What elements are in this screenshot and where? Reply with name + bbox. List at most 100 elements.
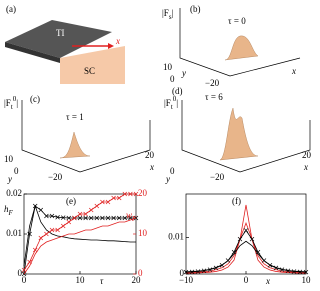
z-label: |Ft0| [164,95,178,111]
y-label: y [165,174,170,184]
marker [128,191,133,197]
marker [303,269,309,275]
axis-label-sub: F [131,215,137,223]
axis-label: wF [126,210,137,223]
marker [237,236,243,242]
ti-region [5,20,112,58]
tick-label: 20 [145,150,155,160]
panel-label: (d) [172,86,183,96]
sc-label: SC [84,66,95,76]
marker [249,236,255,242]
panel-label: (e) [66,196,76,206]
slab-edge [5,42,60,63]
y-label: y [181,68,186,78]
y-tick-label: 0.01 [6,228,22,238]
marker [183,269,189,275]
marker [55,214,60,220]
marker [243,228,249,233]
tau-label: τ = 6 [205,92,223,102]
marker [122,215,128,221]
x-label: x [265,276,270,286]
marker [60,223,66,229]
marker [116,215,122,221]
marker [83,215,88,221]
marker [94,203,100,209]
x-tick-label: 10 [302,275,312,285]
marker [88,215,94,221]
x-label: x [149,162,154,172]
x-tick-label: −10 [179,275,194,285]
x-label: x [303,162,308,172]
marker [49,227,55,233]
x-tick-label: 0 [244,275,249,285]
y2-tick-label: 10 [138,228,148,238]
axis-label-text: h [4,204,9,214]
marker [44,231,49,237]
panel-b: |Fs| (b) τ = 0 10 0 −20 y x [162,4,301,88]
marker [111,215,116,221]
panel-c: |Ft0| (c) τ = 1 20 10 0 −20 y x [4,94,155,184]
tau-label: τ = 0 [228,16,246,26]
panel-label: (b) [190,4,201,14]
marker [38,207,44,213]
tick-label: 10 [4,154,14,164]
marker [94,215,100,221]
arrow-label: x [115,36,120,46]
panel-label: (f) [232,196,241,206]
series-line [185,229,307,273]
series-line [23,205,136,275]
y-tick-label: 0.02 [6,188,22,198]
tau-label: τ = 1 [66,112,84,122]
tick-label: −20 [48,172,63,182]
y-tick-label: 0 [180,268,185,278]
axis-label-sub: F [8,209,14,217]
marker [105,199,111,205]
y-tick-label: 0.01 [168,232,184,242]
z-label: |Ft0| [4,95,18,111]
marker [133,191,139,197]
marker [100,215,105,221]
series-line [186,204,306,274]
marker [111,195,116,201]
marker [122,191,128,197]
marker [66,219,72,225]
plot-frame [23,193,137,275]
tick-label: 0 [170,166,175,176]
arrow-head [108,43,114,49]
panel-label: (a) [6,4,16,14]
tick-label: 10 [163,62,173,72]
marker [55,227,60,233]
marker [38,235,44,241]
marker [83,211,88,217]
marker [66,215,72,221]
marker [105,215,111,221]
series-line [185,221,307,274]
z-label: |Fs| [162,8,174,21]
series-line [23,204,136,267]
tick-label: 0 [170,74,175,84]
marker [88,207,94,213]
tick-label: −20 [205,78,220,88]
panel-a: (a) TI SC x [5,4,125,84]
sc-region [60,46,125,84]
surface-peak [59,131,91,159]
tick-label: −20 [210,172,225,182]
y2-tick-label: 0 [138,268,143,278]
marker [100,199,105,205]
marker [77,215,83,221]
marker [231,249,237,255]
axis-label-text: w [126,210,132,220]
x-label: τ [100,276,104,286]
x-tick-label: 0 [22,275,27,285]
tick-label: 20 [302,150,312,160]
tick-label: 0 [14,166,19,176]
surface-peak [224,35,259,61]
marker [44,213,49,219]
panel-d: |Ft0| (d) τ = 6 20 0 −20 y x [164,86,312,184]
series-line [185,240,307,273]
y-tick-label: 0 [18,268,23,278]
series-line [23,217,137,275]
x-label: x [291,66,296,76]
marker [255,249,261,255]
